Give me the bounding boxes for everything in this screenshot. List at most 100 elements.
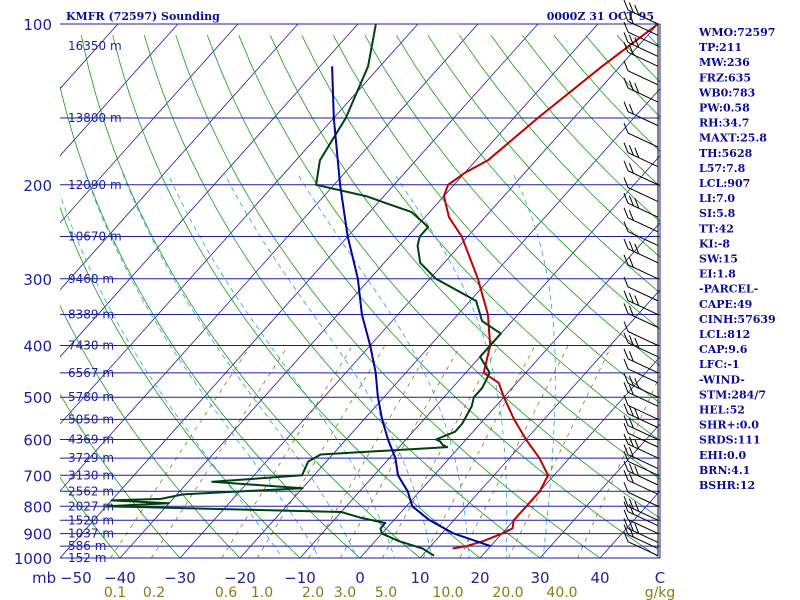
temperature-tick: 30 <box>530 569 549 587</box>
wind-barb-flag <box>623 501 629 512</box>
pressure-tick: 200 <box>23 177 52 195</box>
index-item: SRDS:111 <box>699 434 761 447</box>
temperature-axis-label: C <box>655 569 665 587</box>
wind-barb <box>623 415 659 440</box>
temperature-tick: −40 <box>104 569 136 587</box>
station-title: KMFR (72597) Sounding <box>66 10 220 23</box>
wind-barb-staff <box>627 187 659 202</box>
wind-barb-flag <box>623 524 629 535</box>
wind-barb-flag <box>628 436 634 447</box>
wind-barb-flag <box>628 80 634 91</box>
wind-barb-flag <box>634 438 640 450</box>
height-label: 1037 m <box>68 527 114 541</box>
wind-barb-flag <box>628 446 634 458</box>
wind-barb <box>623 303 659 328</box>
mixing-ratio-axis-label: g/kg <box>645 585 676 600</box>
temperature-tick: 10 <box>410 569 429 587</box>
pressure-tick: 500 <box>23 389 52 407</box>
wind-barb-flag <box>628 145 634 156</box>
isotherm-line <box>60 24 299 291</box>
dry-adiabat <box>175 35 601 558</box>
wind-barb-flag <box>623 254 629 265</box>
wind-barb-flag <box>623 160 629 171</box>
wind-barb <box>623 531 659 557</box>
wind-barb <box>623 32 659 57</box>
isotherm-line <box>60 24 179 157</box>
wind-barb <box>623 509 659 535</box>
wind-barb-flag <box>628 504 634 515</box>
wind-barb-flag <box>623 451 629 462</box>
wind-barb-flag <box>628 13 634 25</box>
wind-barb <box>623 373 659 398</box>
wind-barb-flag <box>623 321 629 332</box>
wind-barb-flag <box>628 292 634 304</box>
pressure-tick: 800 <box>23 498 52 516</box>
pressure-tick: 900 <box>23 526 52 544</box>
wind-barb <box>623 395 659 420</box>
mixing-ratio-line <box>577 374 660 558</box>
height-label: 1520 m <box>68 513 114 527</box>
mixing-ratio-line <box>221 345 353 558</box>
dry-adiabat <box>364 35 660 367</box>
mixing-ratio-tick: 0.1 <box>104 585 126 600</box>
mixing-ratio-tick: 2.0 <box>302 585 324 600</box>
moist-adiabat <box>84 172 321 558</box>
wind-barb-flag <box>623 290 629 301</box>
background-grid <box>60 24 660 558</box>
wind-barb-flag <box>628 257 634 268</box>
wind-barb <box>623 382 659 407</box>
wind-barb <box>623 77 659 103</box>
height-label: 152 m <box>68 551 106 565</box>
wind-barb-staff <box>627 264 659 280</box>
wind-barb <box>623 403 659 429</box>
wind-barb-staff <box>627 231 659 247</box>
wind-barb-flag <box>623 433 629 445</box>
temperature-tick: −20 <box>224 569 256 587</box>
index-item: CINH:57639 <box>699 313 776 326</box>
wind-barb-flag <box>634 243 640 255</box>
dry-adiabat <box>427 35 660 294</box>
mixing-ratio-line <box>110 345 252 558</box>
mixing-ratio-tick: 20.0 <box>492 585 523 600</box>
wind-barb-flag <box>634 337 640 349</box>
wind-barb-flag <box>623 238 629 249</box>
dry-adiabat <box>60 476 121 558</box>
sounding-indices-panel: WMO:72597 TP:211 MW:236 FRZ:635 WB0:783 PW:0.… <box>698 26 776 492</box>
dry-adiabat <box>396 35 660 330</box>
dry-adiabat <box>301 35 660 442</box>
index-item: WMO:72597 <box>698 26 775 39</box>
wind-barb-flag <box>623 221 629 232</box>
wind-barb-flag <box>634 408 640 419</box>
index-item: BSHR:12 <box>699 479 755 492</box>
wind-barb-staff <box>627 368 659 384</box>
wind-barb-flag <box>623 207 629 219</box>
wind-barb-flag <box>623 348 629 360</box>
dry-adiabat <box>238 35 660 519</box>
wind-barb-flag <box>623 21 629 33</box>
wind-barb-flag <box>623 382 629 393</box>
dry-adiabat <box>553 35 660 152</box>
isotherm-line <box>179 24 659 558</box>
index-item: LCL:907 <box>699 177 750 190</box>
wind-barb-flag <box>623 0 629 11</box>
wind-barb-flag <box>623 332 629 344</box>
wind-barbs <box>623 0 659 557</box>
wind-barb <box>623 482 659 507</box>
pressure-tick: 300 <box>23 271 52 289</box>
isotherm-line <box>60 24 419 425</box>
height-label: 2562 m <box>68 484 114 498</box>
height-label: 5050 m <box>68 412 114 426</box>
wind-barb <box>623 254 659 280</box>
wind-barb-flag <box>628 526 634 538</box>
wind-barb-staff <box>627 202 659 218</box>
mixing-ratio-tick: 5.0 <box>375 585 397 600</box>
height-label: 8389 m <box>68 308 114 322</box>
wind-barb-flag <box>623 276 629 288</box>
index-item: FRZ:635 <box>699 71 751 84</box>
wind-barb-flag <box>634 147 640 158</box>
dry-adiabat <box>60 304 241 558</box>
height-label: 3729 m <box>68 451 114 465</box>
wind-barb <box>623 524 659 549</box>
wind-barb-staff <box>627 432 659 448</box>
index-item: BRN:4.1 <box>699 464 750 477</box>
